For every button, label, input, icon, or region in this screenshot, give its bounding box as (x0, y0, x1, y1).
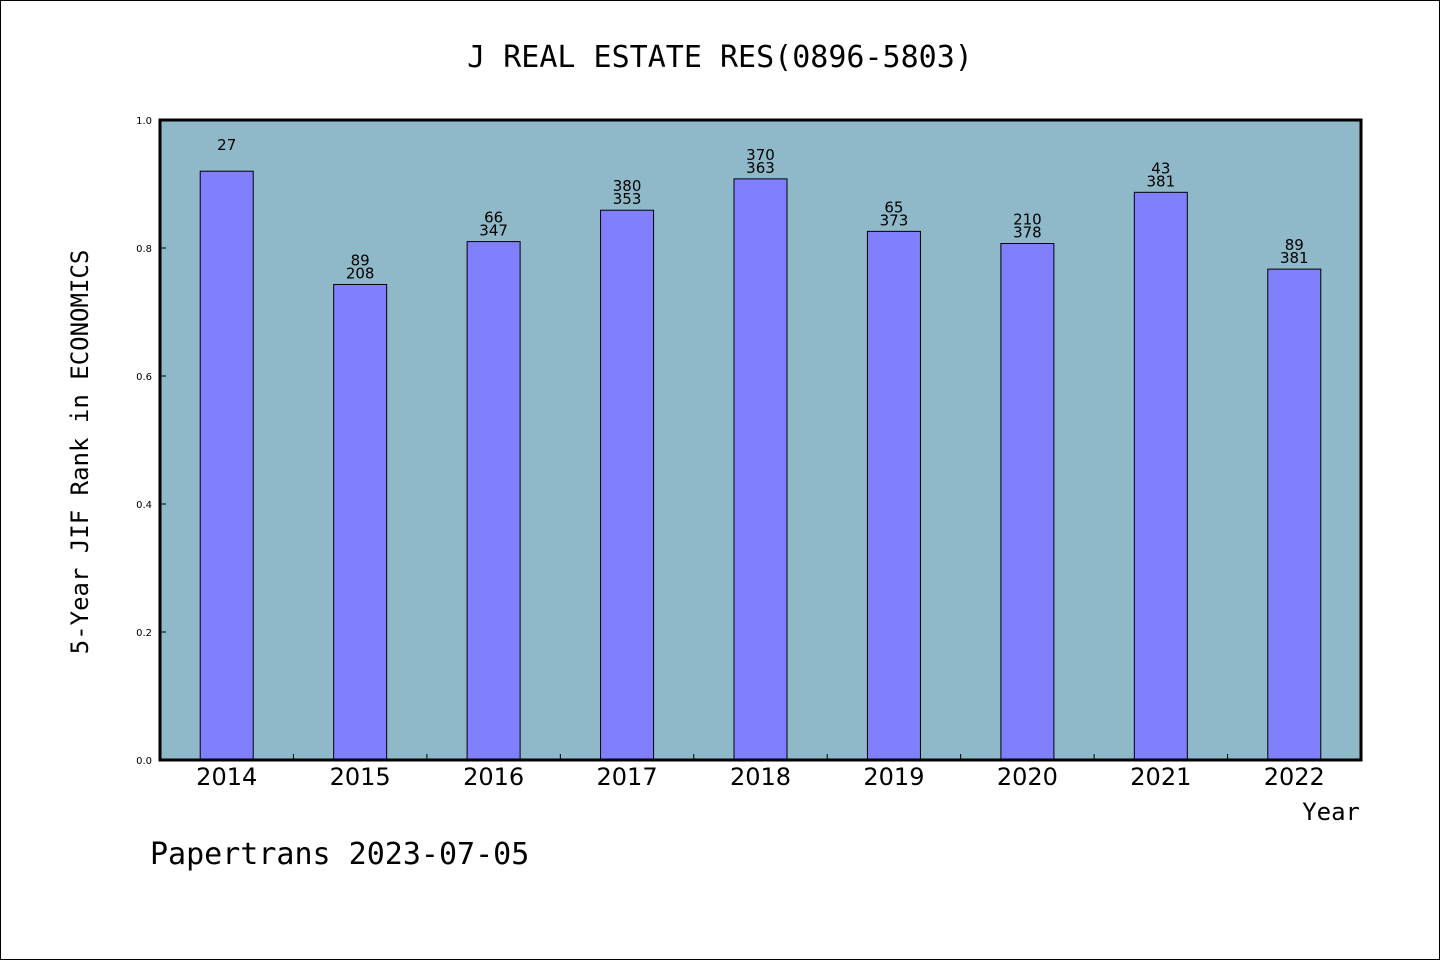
data-label-rank: 65 (884, 198, 903, 216)
x-tick-label: 2018 (730, 763, 791, 791)
bar (1000, 243, 1055, 761)
data-label-total: 381 (1280, 249, 1309, 267)
chart-title: J REAL ESTATE RES(0896-5803) (467, 40, 973, 75)
data-label-total: 373 (880, 211, 909, 229)
data-label-rank: 89 (351, 251, 370, 269)
bar (333, 283, 388, 761)
data-label-rank: 43 (1151, 159, 1170, 177)
y-tick-label: 0.0 (136, 756, 152, 767)
data-label-total: 353 (613, 190, 642, 208)
data-label-rank: 66 (484, 209, 503, 227)
y-tick-label: 0.6 (136, 372, 152, 383)
y-tick-label: 0.4 (136, 500, 152, 511)
footer-credit: Papertrans 2023-07-05 (150, 837, 529, 872)
data-label-total: 347 (479, 222, 508, 240)
x-tick-label: 2021 (1130, 763, 1191, 791)
data-label-rank: 210 (1013, 211, 1042, 229)
y-tick-label: 0.2 (136, 628, 152, 639)
bar (866, 230, 921, 761)
data-label-total: 381 (1147, 172, 1176, 190)
data-label-rank: 89 (1285, 236, 1304, 254)
x-tick-label: 2020 (997, 763, 1058, 791)
x-axis-label: Year (1302, 798, 1360, 826)
x-tick-label: 2015 (330, 763, 391, 791)
data-label-rank: 370 (746, 146, 775, 164)
data-label-total: 378 (1013, 224, 1042, 242)
x-tick-label: 2014 (196, 763, 257, 791)
plot-border (158, 118, 1363, 762)
bar-series (199, 170, 1322, 761)
x-tick-label: 2017 (597, 763, 658, 791)
bar (1133, 191, 1188, 761)
y-tick-label: 1.0 (136, 116, 152, 127)
y-tick-label: 0.8 (136, 244, 152, 255)
data-label-total: 363 (746, 159, 775, 177)
x-tick-label: 2019 (863, 763, 924, 791)
data-label-rank: 27 (217, 136, 236, 154)
x-tick-label: 2016 (463, 763, 524, 791)
x-axis-ticks: 2014 2015 2016 2017 2018 2019 2020 2021 2022 (196, 754, 1325, 791)
data-labels: 2720889347663533803633703736537821038143… (217, 136, 1308, 282)
bar (466, 241, 521, 761)
bar (600, 209, 655, 761)
data-label-rank: 380 (613, 177, 642, 195)
x-tick-label: 2022 (1264, 763, 1325, 791)
y-axis-label: 5-Year JIF Rank in ECONOMICS (66, 250, 94, 655)
bar (733, 178, 788, 761)
bar (1267, 268, 1322, 761)
bar (199, 170, 254, 761)
data-label-total: 208 (346, 264, 375, 282)
